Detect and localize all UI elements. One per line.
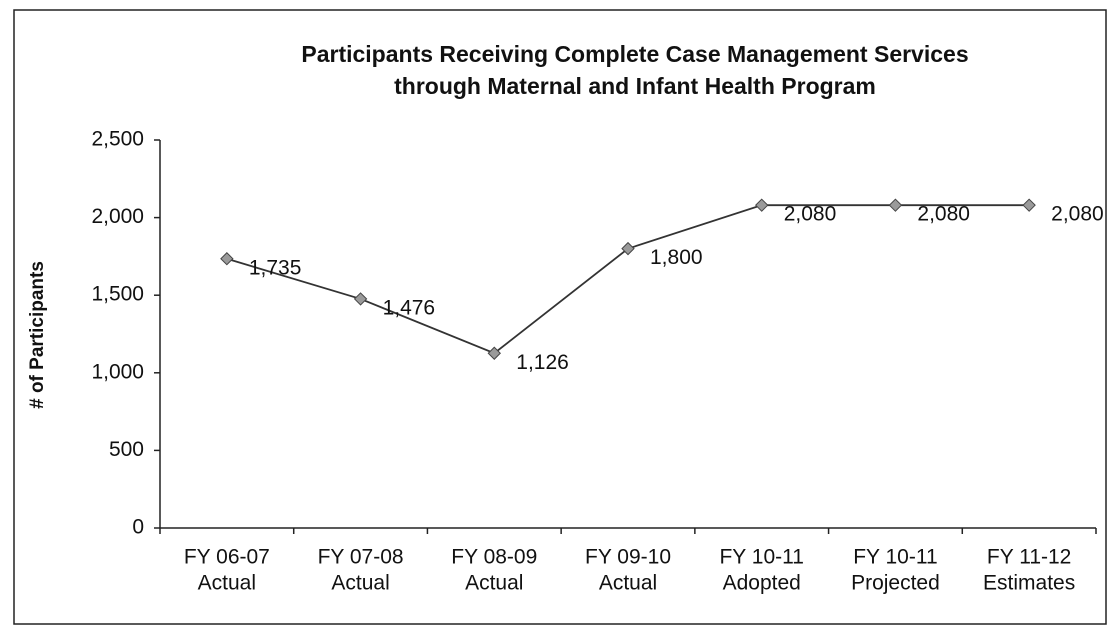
x-tick-label: Actual — [198, 572, 256, 595]
data-label: 1,800 — [650, 246, 703, 269]
x-tick-label: Actual — [331, 572, 389, 595]
x-tick-label: FY 10-11 — [853, 546, 937, 569]
point-marker — [621, 241, 635, 256]
series-line — [226, 204, 1030, 355]
x-tick-label: FY 08-09 — [451, 546, 537, 569]
y-tick-label: 1,000 — [91, 360, 144, 383]
point-marker — [220, 252, 234, 266]
point-marker — [1022, 198, 1036, 212]
y-tick-label: 2,000 — [91, 205, 144, 228]
x-tick-label: FY 07-08 — [318, 546, 404, 569]
point-marker — [755, 198, 769, 212]
chart-title: through Maternal and Infant Health Progr… — [394, 73, 876, 99]
x-tick-label: FY 10-11 — [719, 546, 803, 569]
y-axis-label: # of Participants — [27, 261, 48, 409]
x-tick-label: Projected — [851, 572, 940, 595]
x-tick-label: FY 11-12 — [987, 546, 1071, 569]
x-tick-label: Estimates — [983, 572, 1075, 595]
chart-title: Participants Receiving Complete Case Man… — [301, 41, 968, 67]
x-tick-label: FY 09-10 — [585, 546, 671, 569]
data-label: 2,080 — [917, 203, 970, 226]
chart-border — [13, 9, 1107, 625]
point-marker — [353, 292, 368, 306]
y-tick-label: 2,500 — [91, 128, 144, 151]
y-tick-label: 500 — [109, 438, 144, 461]
data-label: 1,476 — [383, 296, 436, 319]
data-label: 1,126 — [516, 351, 569, 374]
x-tick-label: Actual — [465, 572, 523, 595]
point-marker — [487, 346, 501, 360]
y-tick-label: 0 — [132, 516, 144, 539]
x-tick-label: FY 06-07 — [184, 546, 270, 569]
x-tick-label: Adopted — [723, 572, 801, 595]
y-tick-label: 1,500 — [91, 283, 144, 306]
data-label: 2,080 — [1051, 203, 1104, 226]
point-marker — [888, 198, 903, 212]
x-tick-label: Actual — [599, 572, 657, 595]
data-label: 2,080 — [784, 203, 837, 226]
data-label: 1,735 — [249, 256, 302, 279]
